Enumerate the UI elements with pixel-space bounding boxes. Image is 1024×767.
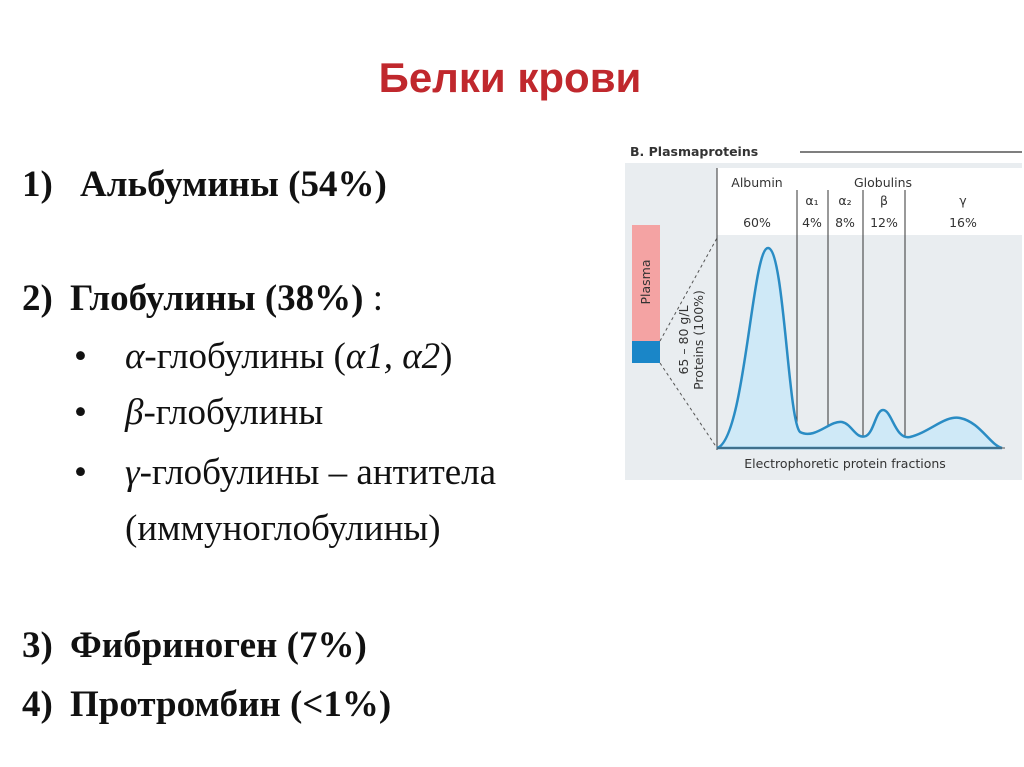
text-segment: α xyxy=(125,336,146,377)
text-segment: γ xyxy=(125,452,141,493)
list-item: α-глобулины (α1, α2) xyxy=(125,336,452,377)
header-band xyxy=(717,168,1022,235)
list-item: (иммуноглобулины) xyxy=(125,508,441,549)
fraction-percent: 8% xyxy=(835,215,855,230)
text-segment: Глобулины (38%) xyxy=(70,278,363,319)
text-segment: -глобулины – антитела xyxy=(140,452,496,493)
electrophoresis-curve xyxy=(716,246,1003,450)
text-segment: -глобулины xyxy=(143,392,323,433)
text-segment: : xyxy=(363,278,383,319)
text-segment: -глобулины ( xyxy=(144,336,345,377)
list-item: Протромбин (<1%) xyxy=(70,684,391,725)
plasma-bar xyxy=(632,225,660,341)
protein-range: 65 – 80 g/L xyxy=(676,305,691,374)
protein-label: Proteins (100%) xyxy=(691,290,706,390)
text-segment: β xyxy=(124,392,144,433)
fraction-percent: 4% xyxy=(802,215,822,230)
list-marker: 4) xyxy=(22,684,53,725)
x-label: Electrophoretic protein fractions xyxy=(744,456,946,471)
figure: B. Plasmaproteins Globulins Plasma 65 – … xyxy=(625,144,1022,480)
globulins-label: Globulins xyxy=(854,175,912,190)
fraction-percent: 16% xyxy=(949,215,977,230)
list: 1) Альбумины (54%)2) Глобулины (38%) :• α-г… xyxy=(22,164,496,725)
list-marker: • xyxy=(74,336,87,377)
list-item: Глобулины (38%) : xyxy=(70,278,383,319)
list-marker: 3) xyxy=(22,625,53,666)
list-item: β-глобулины xyxy=(124,392,323,433)
list-marker: • xyxy=(74,452,87,493)
fraction-label: α₁ xyxy=(805,193,818,208)
plasma-label: Plasma xyxy=(638,259,653,304)
fraction-label: α₂ xyxy=(838,193,851,208)
text-segment: α1, α2 xyxy=(346,336,440,377)
list-item: γ-глобулины – антитела xyxy=(125,452,496,493)
fraction-label: Albumin xyxy=(731,175,782,190)
text-segment: Фибриноген (7%) xyxy=(70,625,367,666)
text-segment: Протромбин (<1%) xyxy=(70,684,391,725)
slide-title: Белки крови xyxy=(379,54,642,101)
fractions: Albumin 60% α₁ 4% α₂ 8% β 12% γ 16% xyxy=(731,175,977,230)
list-item: Альбумины (54%) xyxy=(80,164,387,205)
list-marker: • xyxy=(74,392,87,433)
dividers xyxy=(716,168,906,450)
fraction-label: β xyxy=(880,193,888,208)
protein-bar xyxy=(632,341,660,363)
figure-title: B. Plasmaproteins xyxy=(630,144,758,159)
text-segment: (иммуноглобулины) xyxy=(125,508,441,549)
fraction-label: γ xyxy=(959,193,967,208)
fraction-percent: 60% xyxy=(743,215,771,230)
text-segment: ) xyxy=(440,336,452,377)
guide-lines xyxy=(659,237,718,449)
list-marker: 2) xyxy=(22,278,53,319)
text-segment: Альбумины (54%) xyxy=(80,164,387,205)
fraction-percent: 12% xyxy=(870,215,898,230)
list-marker: 1) xyxy=(22,164,53,205)
list-item: Фибриноген (7%) xyxy=(70,625,367,666)
